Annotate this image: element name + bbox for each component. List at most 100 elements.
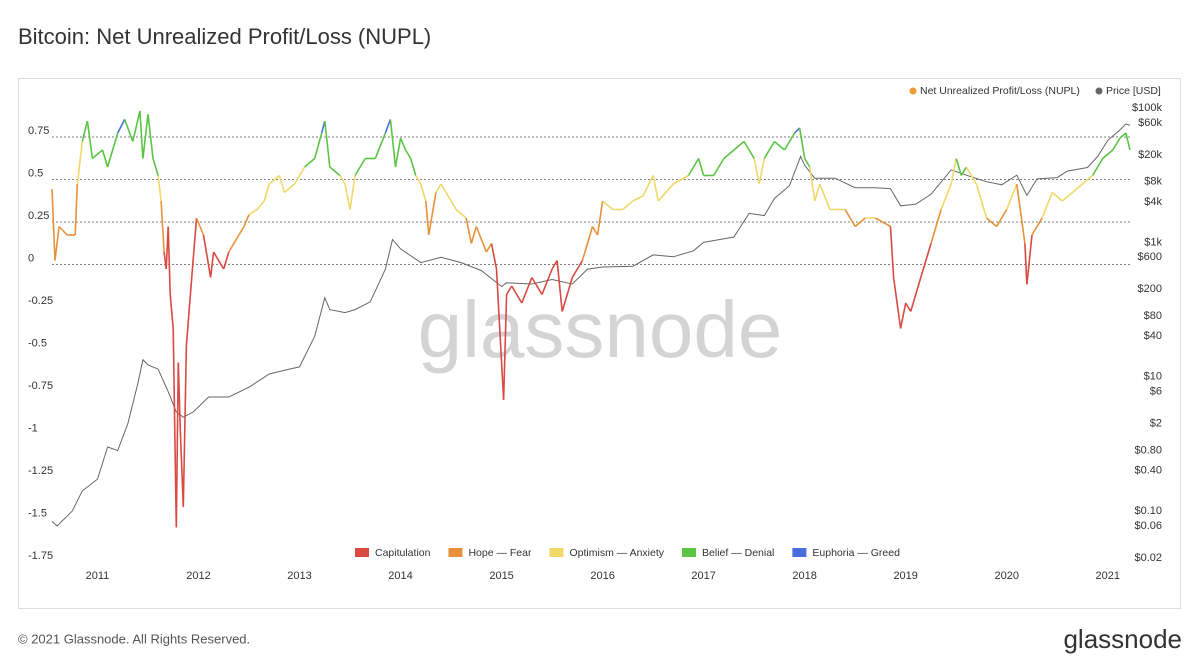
- nupl-segment: [920, 243, 932, 278]
- x-tick-label: 2016: [590, 570, 614, 582]
- nupl-segment: [541, 268, 553, 295]
- watermark: glassnode: [418, 285, 783, 374]
- nupl-segment: [561, 277, 574, 312]
- nupl-segment: [556, 260, 563, 312]
- nupl-segment: [420, 183, 427, 202]
- nupl-segment: [389, 119, 397, 168]
- nupl-segment: [930, 209, 942, 244]
- nupl-segment: [1119, 132, 1127, 139]
- nupl-segment: [399, 137, 407, 151]
- x-tick-label: 2013: [287, 570, 311, 582]
- nupl-segment: [854, 217, 866, 228]
- x-tick-label: 2021: [1096, 570, 1120, 582]
- nupl-segment: [209, 251, 215, 278]
- nupl-segment: [622, 200, 634, 211]
- nupl-segment: [814, 183, 821, 202]
- nupl-segment: [763, 141, 776, 159]
- nupl-segment: [324, 121, 331, 168]
- nupl-segment: [687, 158, 700, 176]
- legend: Net Unrealized Profit/Loss (NUPL) Price …: [909, 85, 1161, 97]
- nupl-segment: [571, 260, 584, 278]
- y2-tick-label: $100k: [1132, 102, 1162, 114]
- y-tick-label: -0.5: [28, 337, 47, 349]
- nupl-segment: [425, 200, 430, 236]
- nupl-segment: [950, 158, 957, 185]
- zone-swatch: [682, 548, 697, 557]
- nupl-segment: [222, 251, 230, 270]
- nupl-segment: [581, 243, 589, 261]
- zone-swatch: [792, 548, 807, 557]
- nupl-segment: [304, 157, 316, 168]
- nupl-segment: [758, 158, 766, 185]
- nupl-segment: [268, 174, 280, 185]
- nupl-segment: [132, 110, 141, 142]
- nupl-segment: [404, 149, 412, 159]
- nupl-segment: [844, 209, 856, 227]
- nupl-segment: [212, 251, 225, 270]
- nupl-segment: [74, 183, 79, 236]
- y2-tick-label: $600: [1138, 251, 1162, 263]
- nupl-segment: [440, 183, 452, 202]
- nupl-segment: [169, 294, 174, 329]
- nupl-segment: [1091, 158, 1104, 176]
- nupl-segment: [657, 183, 674, 202]
- nupl-segment: [995, 209, 1008, 227]
- nupl-segment: [975, 183, 988, 219]
- x-tick-label: 2015: [489, 570, 513, 582]
- nupl-segment: [147, 114, 154, 159]
- nupl-segment: [54, 226, 60, 261]
- y2-tick-label: $6: [1150, 386, 1162, 398]
- nupl-segment: [428, 192, 437, 236]
- nupl-segment: [354, 158, 366, 176]
- nupl-segment: [123, 119, 134, 142]
- x-tick-label: 2011: [86, 570, 110, 582]
- y-tick-label: -1.5: [28, 507, 47, 519]
- nupl-segment: [783, 132, 796, 151]
- nupl-segment: [475, 226, 488, 253]
- nupl-segment: [51, 189, 56, 261]
- nupl-segment: [905, 302, 912, 312]
- nupl-segment: [394, 137, 402, 168]
- nupl-segment: [1051, 191, 1063, 202]
- nupl-segment: [1061, 191, 1073, 202]
- y2-tick-label: $60k: [1138, 117, 1162, 129]
- y2-tick-label: $40: [1144, 330, 1162, 342]
- nupl-segment: [76, 141, 84, 185]
- nupl-segment: [152, 158, 159, 176]
- nupl-segment: [965, 166, 978, 185]
- zone-swatch: [355, 548, 369, 557]
- nupl-segment: [1125, 132, 1131, 151]
- x-tick-label: 2020: [994, 570, 1018, 582]
- nupl-segment: [505, 285, 513, 295]
- zone-label: Hope — Fear: [468, 547, 532, 559]
- y-tick-label: 0.25: [28, 210, 49, 222]
- nupl-segment: [531, 277, 543, 295]
- y2-tick-label: $4k: [1144, 196, 1162, 208]
- y2-tick-label: $80: [1144, 310, 1162, 322]
- nupl-segment: [283, 183, 296, 194]
- nupl-segment: [465, 217, 473, 244]
- y-tick-label: -1.25: [28, 465, 53, 477]
- nupl-segment: [349, 175, 356, 210]
- zone-swatch: [549, 548, 564, 557]
- legend-label: Price [USD]: [1106, 85, 1161, 97]
- chart-title: Bitcoin: Net Unrealized Profit/Loss (NUP…: [18, 24, 431, 49]
- brand: glassnode: [1063, 624, 1182, 654]
- zone-label: Belief — Denial: [702, 547, 774, 559]
- nupl-segment: [642, 175, 654, 197]
- nupl-segment: [195, 217, 205, 236]
- nupl-segment: [899, 302, 907, 329]
- zone-label: Optimism — Anxiety: [569, 547, 664, 559]
- y2-tick-label: $0.06: [1134, 520, 1162, 532]
- nupl-segment: [182, 345, 188, 508]
- nupl-segment: [955, 158, 963, 176]
- nupl-segment: [329, 166, 341, 177]
- zone-swatch: [448, 548, 463, 557]
- nupl-segment: [892, 277, 902, 329]
- nupl-segment: [177, 362, 182, 431]
- nupl-segment: [157, 175, 162, 202]
- nupl-segment: [804, 158, 811, 168]
- nupl-segment: [1081, 174, 1094, 185]
- nupl-segment: [409, 158, 417, 176]
